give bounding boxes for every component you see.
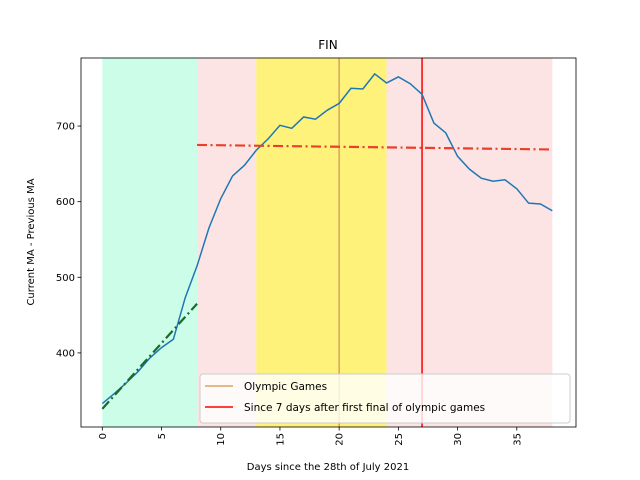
y-tick-label: 700 (56, 122, 75, 133)
shaded-span (256, 58, 387, 427)
x-tick-label: 10 (216, 433, 227, 446)
data-line (101, 72, 553, 405)
legend-label: Olympic Games (244, 381, 327, 393)
trend-line (101, 303, 198, 410)
x-axis-label: Days since the 28th of July 2021 (247, 462, 409, 473)
y-tick-label: 400 (56, 348, 75, 359)
y-tick-label: 500 (56, 273, 75, 284)
x-tick-label: 15 (275, 433, 286, 446)
legend-box (199, 373, 571, 424)
shaded-span (386, 58, 553, 427)
y-tick-label: 600 (56, 197, 75, 208)
x-tick-label: 30 (453, 433, 464, 446)
legend-label: Since 7 days after first final of olympi… (244, 402, 485, 414)
x-tick-label: 20 (335, 433, 346, 446)
y-axis-label: Current MA - Previous MA (26, 178, 37, 305)
x-tick-label: 5 (157, 433, 168, 439)
shaded-span (102, 58, 198, 427)
x-tick-label: 25 (394, 433, 405, 446)
shaded-span (197, 58, 257, 427)
chart-title: FIN (318, 38, 337, 52)
x-tick-label: 0 (98, 433, 109, 439)
x-tick-label: 35 (512, 433, 523, 446)
plot-frame (80, 57, 577, 428)
trend-line (197, 143, 553, 151)
